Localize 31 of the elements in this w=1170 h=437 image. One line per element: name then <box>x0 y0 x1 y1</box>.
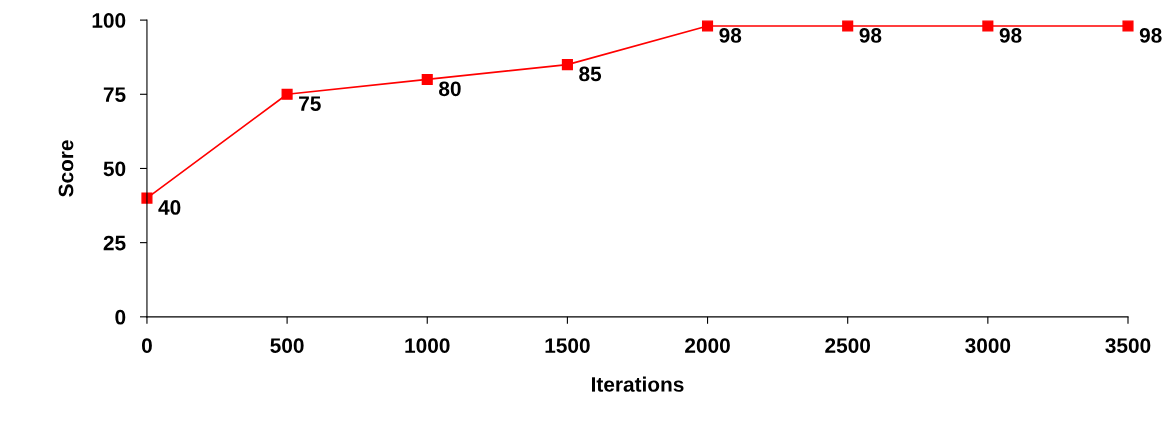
data-label: 85 <box>579 66 602 82</box>
x-tick-label: 2000 <box>685 338 730 353</box>
data-label: 98 <box>999 27 1022 43</box>
x-tick-label: 1500 <box>545 338 590 353</box>
point <box>281 88 293 100</box>
point <box>421 73 433 86</box>
point <box>701 20 714 32</box>
data-label: 98 <box>1139 27 1162 43</box>
y-tick-label: 100 <box>92 13 126 28</box>
x-tick-label: 3000 <box>965 338 1011 353</box>
data-label: 98 <box>859 27 882 43</box>
x-tick-label: 0 <box>141 338 152 353</box>
y-tick-label: 0 <box>115 309 126 325</box>
y-tick-label: 50 <box>103 161 126 177</box>
y-tick-label: 25 <box>103 235 126 251</box>
point <box>561 59 573 71</box>
y-tick-label: 75 <box>103 87 126 103</box>
x-tick-label: 2500 <box>825 338 871 353</box>
data-label: 75 <box>299 96 321 111</box>
x-tick-label: 1000 <box>405 338 450 353</box>
x-tick-label: 3500 <box>1105 338 1151 353</box>
data-label: 40 <box>158 200 181 215</box>
point <box>842 20 854 32</box>
data-label: 98 <box>719 27 742 43</box>
point <box>982 20 994 32</box>
x-axis-title: Iterations <box>591 376 684 392</box>
x-tick-label: 500 <box>270 338 304 353</box>
data-label: 80 <box>439 81 461 97</box>
point <box>141 192 153 204</box>
y-axis-title: Score <box>58 140 74 197</box>
point <box>1122 20 1134 32</box>
